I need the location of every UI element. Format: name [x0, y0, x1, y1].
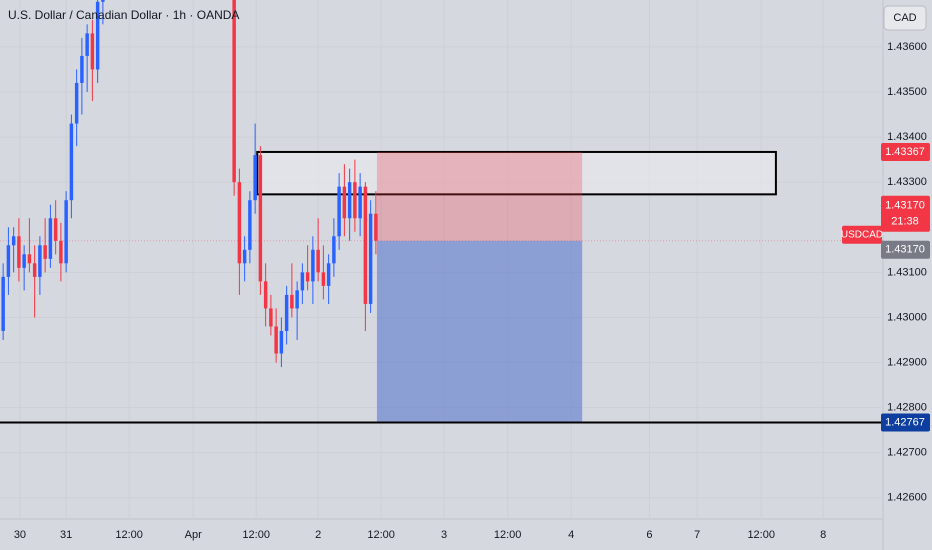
candle-body [274, 326, 278, 354]
x-tick-label: 30 [14, 529, 26, 541]
y-tick-label: 1.43600 [887, 41, 927, 53]
candle-body [53, 218, 58, 241]
candle-body [305, 272, 310, 282]
candle-body [321, 272, 326, 286]
plot [0, 0, 883, 424]
candle-body [101, 0, 105, 2]
x-tick-label: 12:00 [115, 529, 143, 541]
candle-body [253, 155, 257, 201]
y-tick-label: 1.42700 [887, 447, 927, 459]
x-tick-label: 12:00 [242, 529, 270, 541]
candle-body [258, 155, 263, 282]
x-tick-label: 3 [441, 529, 447, 541]
x-tick-label: 7 [694, 529, 700, 541]
candle-body [279, 330, 284, 354]
y-tick-label: 1.43500 [887, 86, 927, 98]
candle-body [22, 254, 26, 268]
candle-body [59, 240, 63, 264]
candle-body [95, 1, 100, 70]
candle-body [232, 0, 236, 183]
risk-zone [376, 151, 583, 241]
currency-label[interactable]: CAD [893, 12, 916, 24]
candle-body [85, 33, 89, 56]
candle-body [342, 186, 347, 219]
candle-body [27, 254, 32, 264]
last-price-tag [881, 195, 930, 232]
y-tick-label: 1.43400 [887, 131, 927, 143]
candle-body [337, 186, 341, 237]
x-tick-label: 2 [315, 529, 321, 541]
candle-body [6, 245, 11, 277]
y-tick-label: 1.42800 [887, 402, 927, 414]
y-tick-label: 1.43300 [887, 176, 927, 188]
x-tick-label: 31 [60, 529, 72, 541]
symbol-label: USDCAD [841, 229, 883, 240]
candle-body [326, 263, 331, 286]
price-tag-label: 1.42767 [885, 416, 925, 428]
x-tick-label: Apr [185, 529, 202, 541]
candle-body [90, 33, 95, 70]
x-tick-label: 8 [820, 529, 826, 541]
candle-body [347, 182, 352, 219]
y-tick-label: 1.43000 [887, 311, 927, 323]
price-tag [881, 142, 930, 161]
y-tick-label: 1.42600 [887, 492, 927, 504]
symbol-tag [842, 225, 882, 244]
reward-zone [376, 240, 583, 423]
candle-body [290, 294, 294, 309]
x-tick-label: 12:00 [494, 529, 522, 541]
last-price-label: 1.43170 [885, 200, 925, 212]
candle-body [295, 290, 299, 309]
candle-body [11, 236, 16, 246]
countdown-label: 21:38 [891, 216, 919, 228]
candle-body [368, 213, 373, 304]
candle-body [43, 245, 47, 259]
candle-body [248, 200, 252, 250]
candle-body [300, 272, 305, 291]
candle-body [64, 200, 68, 264]
x-tick-label: 12:00 [747, 529, 775, 541]
x-tick-label: 6 [646, 529, 652, 541]
candle-body [242, 249, 247, 264]
y-tick-label: 1.42900 [887, 356, 927, 368]
x-tick-label: 4 [568, 529, 574, 541]
candle-body [363, 186, 368, 304]
crosshair-label: 1.43170 [885, 244, 925, 256]
chart-title: U.S. Dollar / Canadian Dollar · 1h · OAN… [8, 8, 239, 22]
price-tag-label: 1.43367 [885, 146, 925, 158]
candle-body [1, 276, 5, 331]
candle-body [358, 186, 362, 219]
price-tag [881, 413, 930, 432]
candle-body [74, 82, 79, 124]
crosshair-tag [881, 240, 930, 259]
candle-body [263, 281, 268, 309]
candle-body [316, 249, 320, 273]
candle-body [38, 245, 42, 277]
candle-body [69, 123, 74, 201]
currency-button[interactable] [883, 5, 927, 31]
x-tick-label: 12:00 [367, 529, 395, 541]
candle-body [48, 218, 53, 259]
candle-body [284, 294, 289, 331]
candle-body [374, 213, 378, 241]
y-tick-label: 1.43100 [887, 266, 927, 278]
candle-body [353, 182, 357, 219]
candle-body [332, 236, 336, 264]
candle-body [17, 236, 21, 268]
candle-body [269, 308, 273, 327]
candle-body [237, 182, 242, 264]
candle-body [80, 55, 84, 83]
candle-body [311, 249, 315, 282]
candle-body [32, 263, 37, 277]
